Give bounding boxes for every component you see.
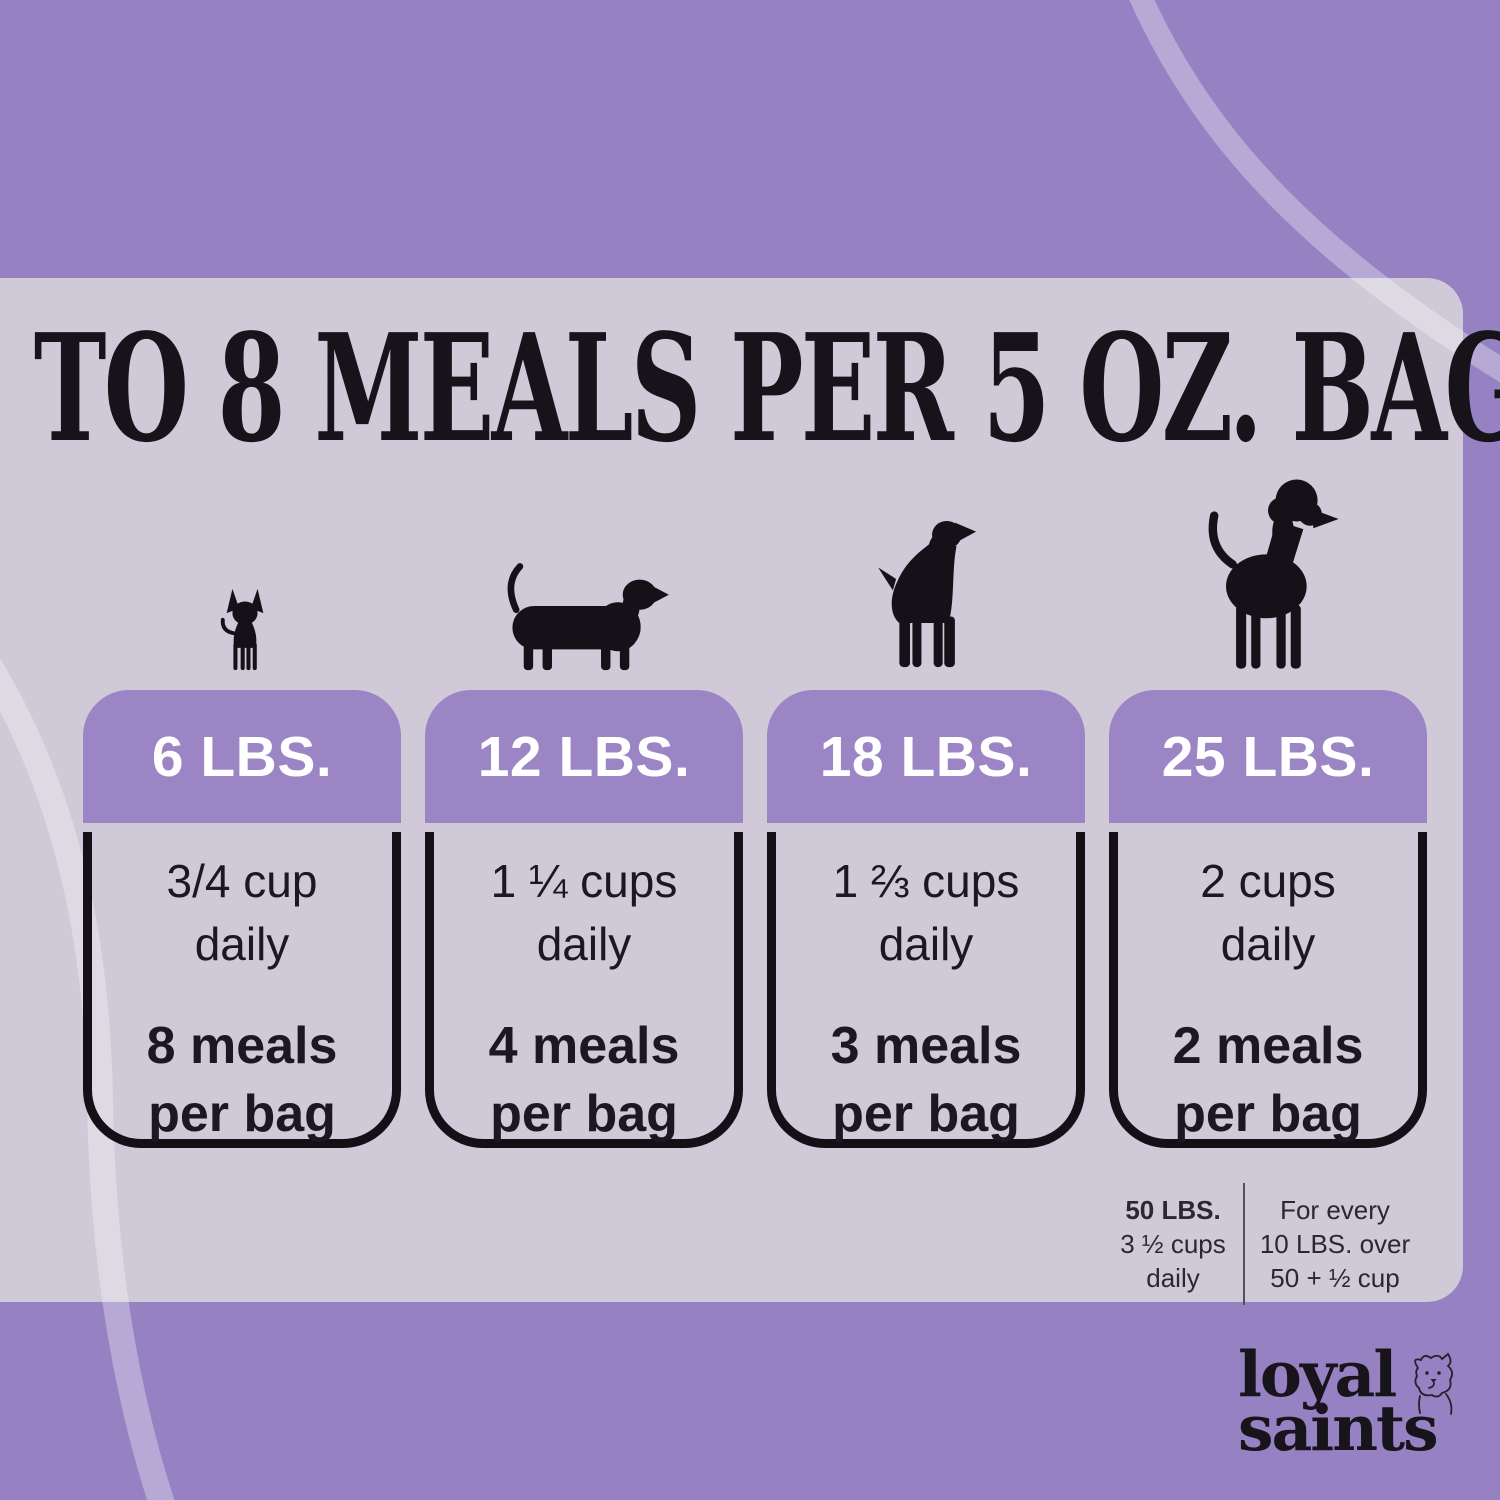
card-12lbs-body: 1 ¼ cups daily 4 meals per bag bbox=[425, 832, 743, 1148]
footnote-divider bbox=[1243, 1183, 1245, 1305]
weight-label: 6 LBS. bbox=[151, 724, 333, 789]
meals-line1: 4 meals bbox=[488, 1016, 680, 1075]
brand-logo: loyal saints bbox=[1238, 1337, 1468, 1478]
meals-line1: 2 meals bbox=[1172, 1016, 1364, 1075]
meals-per-bag: 8 meals per bag bbox=[147, 1013, 338, 1148]
dachshund-silhouette-icon bbox=[501, 557, 669, 672]
card-25lbs-header: 25 LBS. bbox=[1109, 690, 1427, 823]
meals-line2: per bag bbox=[148, 1084, 336, 1143]
footnote-over-50: For every 10 LBS. over 50 + ½ cup bbox=[1245, 1193, 1425, 1296]
daily-amount-line1: 3/4 cup bbox=[166, 855, 318, 907]
footnote-50lbs-weight: 50 LBS. bbox=[1125, 1194, 1221, 1225]
brand-logo-line2: saints bbox=[1238, 1390, 1439, 1465]
brand-logo-line1: loyal bbox=[1238, 1337, 1397, 1411]
footnote-over50-line1: For every bbox=[1280, 1194, 1390, 1225]
card-6lbs: 6 LBS. 3/4 cup daily 8 meals per bag bbox=[83, 690, 401, 1148]
weight-label: 12 LBS. bbox=[477, 724, 691, 789]
daily-amount-line2: daily bbox=[194, 918, 290, 971]
meals-line2: per bag bbox=[1174, 1084, 1362, 1143]
footnote-over50-line2: 10 LBS. over bbox=[1259, 1228, 1411, 1259]
card-18lbs-body: 1 ⅔ cups daily 3 meals per bag bbox=[767, 832, 1085, 1148]
daily-amount-line2: daily bbox=[878, 918, 974, 971]
daily-amount-line1: 1 ¼ cups bbox=[490, 855, 678, 907]
daily-amount: 1 ⅔ cups daily bbox=[833, 850, 1020, 977]
title-row: 2 TO 8 MEALS PER 5 OZ. BAG bbox=[0, 314, 1500, 462]
card-12lbs-header: 12 LBS. bbox=[425, 690, 743, 823]
card-25lbs: 25 LBS. 2 cups daily 2 meals per bag bbox=[1109, 690, 1427, 1148]
chihuahua-silhouette-icon bbox=[214, 587, 276, 672]
weight-cards-row: 6 LBS. 3/4 cup daily 8 meals per bag 12 … bbox=[83, 690, 1427, 1148]
footnote-over50-line3: 50 + ½ cup bbox=[1270, 1263, 1400, 1294]
large-dog-footnote: 50 LBS. 3 ½ cups daily For every 10 LBS.… bbox=[1103, 1180, 1425, 1308]
footnote-50lbs-daily: daily bbox=[1146, 1263, 1200, 1294]
meals-line1: 3 meals bbox=[830, 1016, 1022, 1075]
weight-label: 25 LBS. bbox=[1161, 724, 1375, 789]
meals-per-bag: 2 meals per bag bbox=[1173, 1013, 1364, 1148]
daily-amount: 1 ¼ cups daily bbox=[491, 850, 678, 977]
footnote-50lbs-cups: 3 ½ cups bbox=[1120, 1228, 1226, 1259]
meals-per-bag: 3 meals per bag bbox=[831, 1013, 1022, 1148]
card-18lbs-header: 18 LBS. bbox=[767, 690, 1085, 823]
card-6lbs-body: 3/4 cup daily 8 meals per bag bbox=[83, 832, 401, 1148]
weight-label: 18 LBS. bbox=[819, 724, 1033, 789]
daily-amount-line1: 2 cups bbox=[1200, 855, 1336, 907]
meals-line1: 8 meals bbox=[146, 1016, 338, 1075]
daily-amount: 2 cups daily bbox=[1200, 850, 1336, 977]
card-25lbs-body: 2 cups daily 2 meals per bag bbox=[1109, 832, 1427, 1148]
card-18lbs: 18 LBS. 1 ⅔ cups daily 3 meals per bag bbox=[767, 690, 1085, 1148]
dog-sketch-icon bbox=[1414, 1352, 1453, 1415]
footnote-50lbs: 50 LBS. 3 ½ cups daily bbox=[1103, 1193, 1243, 1296]
meals-line2: per bag bbox=[490, 1084, 678, 1143]
meals-line2: per bag bbox=[832, 1084, 1020, 1143]
meals-per-bag: 4 meals per bag bbox=[489, 1013, 680, 1148]
spaniel-silhouette-icon bbox=[865, 512, 986, 672]
daily-amount-line2: daily bbox=[1220, 918, 1316, 971]
poodle-silhouette-icon bbox=[1189, 477, 1342, 672]
card-12lbs: 12 LBS. 1 ¼ cups daily 4 meals per bag bbox=[425, 690, 743, 1148]
daily-amount: 3/4 cup daily bbox=[167, 850, 318, 977]
card-6lbs-header: 6 LBS. bbox=[83, 690, 401, 823]
daily-amount-line1: 1 ⅔ cups bbox=[832, 855, 1020, 907]
brand-logo-text: loyal saints bbox=[1238, 1337, 1468, 1465]
page-title: 2 TO 8 MEALS PER 5 OZ. BAG bbox=[0, 301, 1500, 475]
daily-amount-line2: daily bbox=[536, 918, 632, 971]
